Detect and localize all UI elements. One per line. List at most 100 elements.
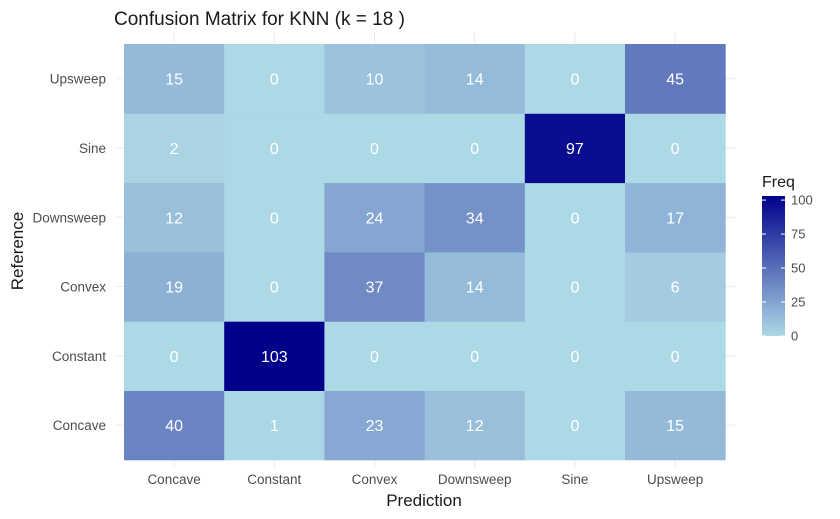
y-axis-ticks: Concave Constant Convex Downsweep Sine Upswee…	[32, 72, 106, 433]
heatmap-cell	[524, 113, 626, 184]
cell-value-label: 40	[165, 418, 183, 435]
heatmap-cell	[625, 390, 726, 461]
cell-value-label: 10	[366, 72, 384, 89]
x-axis-title: Prediction	[386, 491, 462, 510]
heatmap-cell	[524, 251, 626, 322]
heatmap-cell	[625, 251, 726, 322]
y-tick-label: Upsweep	[50, 72, 106, 87]
cell-labels: 40 1 23 12 0 15 0 103 0 0 0 0 19 0 37 14 0 6 12 0 24 34 0 17 2 0 0…	[165, 72, 684, 435]
heatmap-cell	[224, 182, 325, 253]
cell-value-label: 1	[270, 418, 279, 435]
y-tick-label: Sine	[79, 141, 106, 156]
x-tick-label: Downsweep	[438, 472, 512, 487]
heatmap-cell	[625, 113, 726, 184]
cell-value-label: 45	[666, 72, 684, 89]
heatmap-cell	[324, 182, 426, 253]
cell-value-label: 0	[570, 72, 579, 89]
cell-value-label: 2	[170, 141, 179, 158]
cell-value-label: 0	[570, 280, 579, 297]
heatmap-cell	[424, 44, 526, 114]
cell-value-label: 0	[270, 210, 279, 227]
cell-value-label: 0	[370, 349, 379, 366]
heatmap-cell	[424, 113, 526, 184]
legend-tick-label: 100	[791, 193, 813, 208]
heatmap-cell	[224, 390, 325, 461]
heatmap-cell	[625, 44, 726, 114]
cell-value-label: 0	[570, 418, 579, 435]
heatmap-cell	[424, 251, 526, 322]
cell-value-label: 0	[470, 349, 479, 366]
cell-value-label: 6	[671, 280, 680, 297]
heatmap-cell	[124, 390, 225, 461]
legend-tick-label: 25	[791, 295, 805, 310]
cell-value-label: 14	[466, 72, 484, 89]
heatmap-cell	[524, 182, 626, 253]
legend-tick-label: 0	[791, 329, 798, 344]
heatmap-cell	[324, 113, 426, 184]
heatmap-cell	[625, 182, 726, 253]
heatmap-cell	[124, 113, 225, 184]
legend-ticks: 0 25 50 75 100	[762, 193, 813, 344]
cell-value-label: 12	[466, 418, 484, 435]
heatmap-cell	[224, 113, 325, 184]
cell-value-label: 19	[165, 280, 183, 297]
heatmap-cell	[324, 321, 426, 391]
heatmap-cell	[524, 44, 626, 114]
legend-tick-label: 75	[791, 227, 805, 242]
heatmap-cell	[124, 182, 225, 253]
cell-value-label: 23	[366, 418, 384, 435]
heatmap-cell	[424, 390, 526, 461]
heatmap-cell	[224, 321, 325, 391]
heatmap-cell	[625, 321, 726, 391]
cell-value-label: 0	[370, 141, 379, 158]
cell-value-label: 14	[466, 280, 484, 297]
heatmap-cell	[224, 251, 325, 322]
heatmap-cell	[424, 182, 526, 253]
x-tick-label: Concave	[147, 472, 200, 487]
heatmap-cell	[424, 321, 526, 391]
cell-value-label: 0	[270, 280, 279, 297]
legend-title: Freq	[762, 174, 795, 191]
cell-value-label: 24	[366, 210, 384, 227]
cell-value-label: 15	[666, 418, 684, 435]
cell-value-label: 0	[570, 210, 579, 227]
cell-value-label: 97	[566, 141, 584, 158]
cell-value-label: 17	[666, 210, 684, 227]
y-tick-label: Convex	[60, 280, 106, 295]
cell-value-label: 37	[366, 280, 384, 297]
cell-value-label: 15	[165, 72, 183, 89]
heatmap-cell	[224, 44, 325, 114]
cell-value-label: 34	[466, 210, 484, 227]
x-axis-ticks: Concave Constant Convex Downsweep Sine Upswee…	[147, 472, 703, 487]
y-tick-label: Downsweep	[32, 210, 106, 225]
x-tick-label: Upsweep	[647, 472, 703, 487]
heatmap-cell	[324, 44, 426, 114]
heatmap-cell	[324, 390, 426, 461]
y-tick-label: Constant	[52, 349, 106, 364]
x-tick-label: Sine	[561, 472, 588, 487]
cell-value-label: 0	[270, 141, 279, 158]
x-tick-label: Constant	[247, 472, 301, 487]
cell-value-label: 0	[470, 141, 479, 158]
cell-value-label: 0	[570, 349, 579, 366]
cell-value-label: 0	[170, 349, 179, 366]
heatmap-cell	[524, 390, 626, 461]
cell-value-label: 0	[270, 72, 279, 89]
heatmap-cell	[124, 251, 225, 322]
heatmap-cell	[324, 251, 426, 322]
heatmap-cell	[524, 321, 626, 391]
y-tick-label: Concave	[53, 418, 106, 433]
cell-value-label: 0	[671, 349, 680, 366]
y-axis-title: Reference	[8, 212, 27, 290]
cell-value-label: 0	[671, 141, 680, 158]
chart-title: Confusion Matrix for KNN (k = 18 )	[114, 9, 405, 30]
heatmap-cell	[124, 44, 225, 114]
cell-value-label: 12	[165, 210, 183, 227]
cell-value-label: 103	[261, 349, 288, 366]
x-tick-label: Convex	[352, 472, 398, 487]
heatmap-cell	[124, 321, 225, 391]
legend-tick-label: 50	[791, 261, 805, 276]
heatmap-cells	[124, 44, 726, 461]
legend: Freq 0 25 50 75 100	[762, 174, 813, 344]
